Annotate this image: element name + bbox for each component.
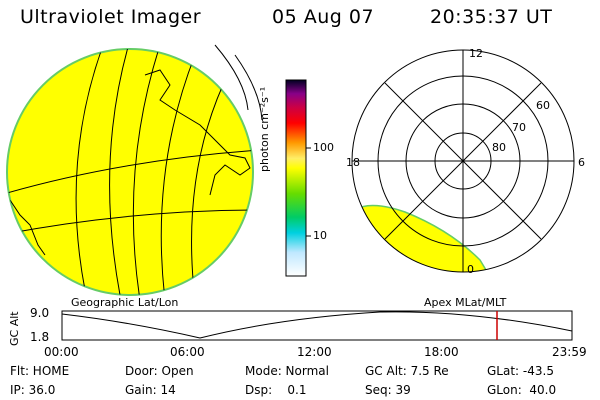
colorbar-tick-10: 10 [313,229,327,242]
colorbar [285,79,307,277]
mlt-label-18: 18 [346,156,360,169]
time-tick-0000: 00:00 [44,345,79,359]
status-gc-alt: GC Alt: 7.5 Re [365,364,449,378]
lat-label-70: 70 [512,121,526,134]
instrument-title: Ultraviolet Imager [20,6,202,28]
status-dsp: Dsp: 0.1 [245,383,307,397]
polar-plot [351,49,575,273]
time-tick-0600: 06:00 [170,345,205,359]
status-seq: Seq: 39 [365,383,411,397]
status-gain: Gain: 14 [125,383,176,397]
colorbar-unit: photon cm⁻²s⁻¹ [258,86,271,172]
geographic-image [6,44,263,296]
geographic-panel-label: Geographic Lat/Lon [71,296,179,309]
status-ip: IP: 36.0 [10,383,56,397]
status-glon: GLon: 40.0 [487,383,557,397]
mlt-label-0: 0 [467,263,474,276]
altitude-tick-1-8: 1.8 [30,330,50,344]
emission-disk [6,48,254,296]
altitude-ylabel: GC Alt [8,311,21,346]
time-label: 20:35:37 UT [430,6,553,28]
mlt-label-6: 6 [578,156,585,169]
time-tick-2359: 23:59 [552,345,587,359]
colorbar-tick-100: 100 [313,141,334,154]
altitude-plot [61,310,573,341]
status-mode: Mode: Normal [245,364,329,378]
time-tick-1800: 18:00 [424,345,459,359]
status-door: Door: Open [125,364,194,378]
status-glat: GLat: -43.5 [487,364,554,378]
lat-label-80: 80 [492,141,506,154]
lat-label-60: 60 [536,99,550,112]
status-flight: Flt: HOME [10,364,70,378]
apex-panel-label: Apex MLat/MLT [424,296,507,309]
date-label: 05 Aug 07 [272,6,375,28]
altitude-tick-9: 9.0 [30,306,50,320]
time-tick-1200: 12:00 [297,345,332,359]
mlt-label-12: 12 [469,47,483,60]
